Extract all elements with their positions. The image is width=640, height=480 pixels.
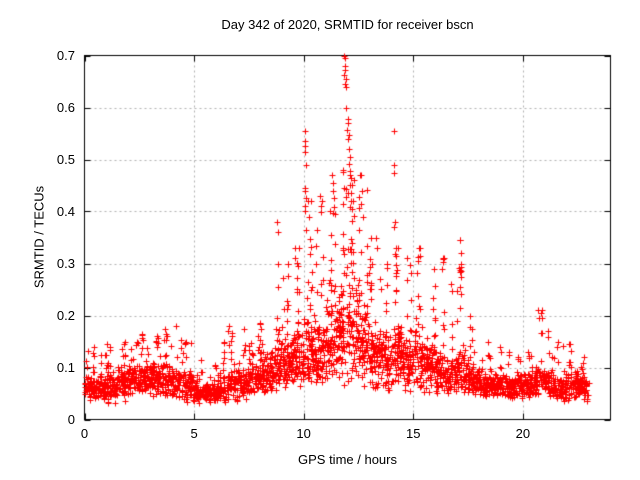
x-tick-label: 10	[296, 426, 311, 441]
x-tick-label: 15	[406, 426, 421, 441]
x-tick-label: 0	[80, 426, 89, 441]
chart-title: Day 342 of 2020, SRMTID for receiver bsc…	[221, 17, 474, 32]
y-tick-label: 0.3	[56, 255, 75, 271]
y-tick-label: 0	[67, 411, 75, 427]
y-tick-label: 0.4	[56, 203, 75, 219]
x-axis-label: GPS time / hours	[298, 452, 397, 467]
y-tick-label: 0.1	[56, 359, 75, 375]
y-tick-label: 0.6	[56, 99, 75, 115]
y-tick-label: 0.7	[56, 47, 75, 63]
x-tick-label: 20	[515, 426, 531, 441]
y-tick-label: 0.5	[56, 151, 75, 167]
y-tick-label: 0.2	[56, 307, 75, 323]
x-tick-label: 5	[190, 426, 198, 441]
y-axis-label: SRMTID / TECUs	[31, 185, 47, 289]
